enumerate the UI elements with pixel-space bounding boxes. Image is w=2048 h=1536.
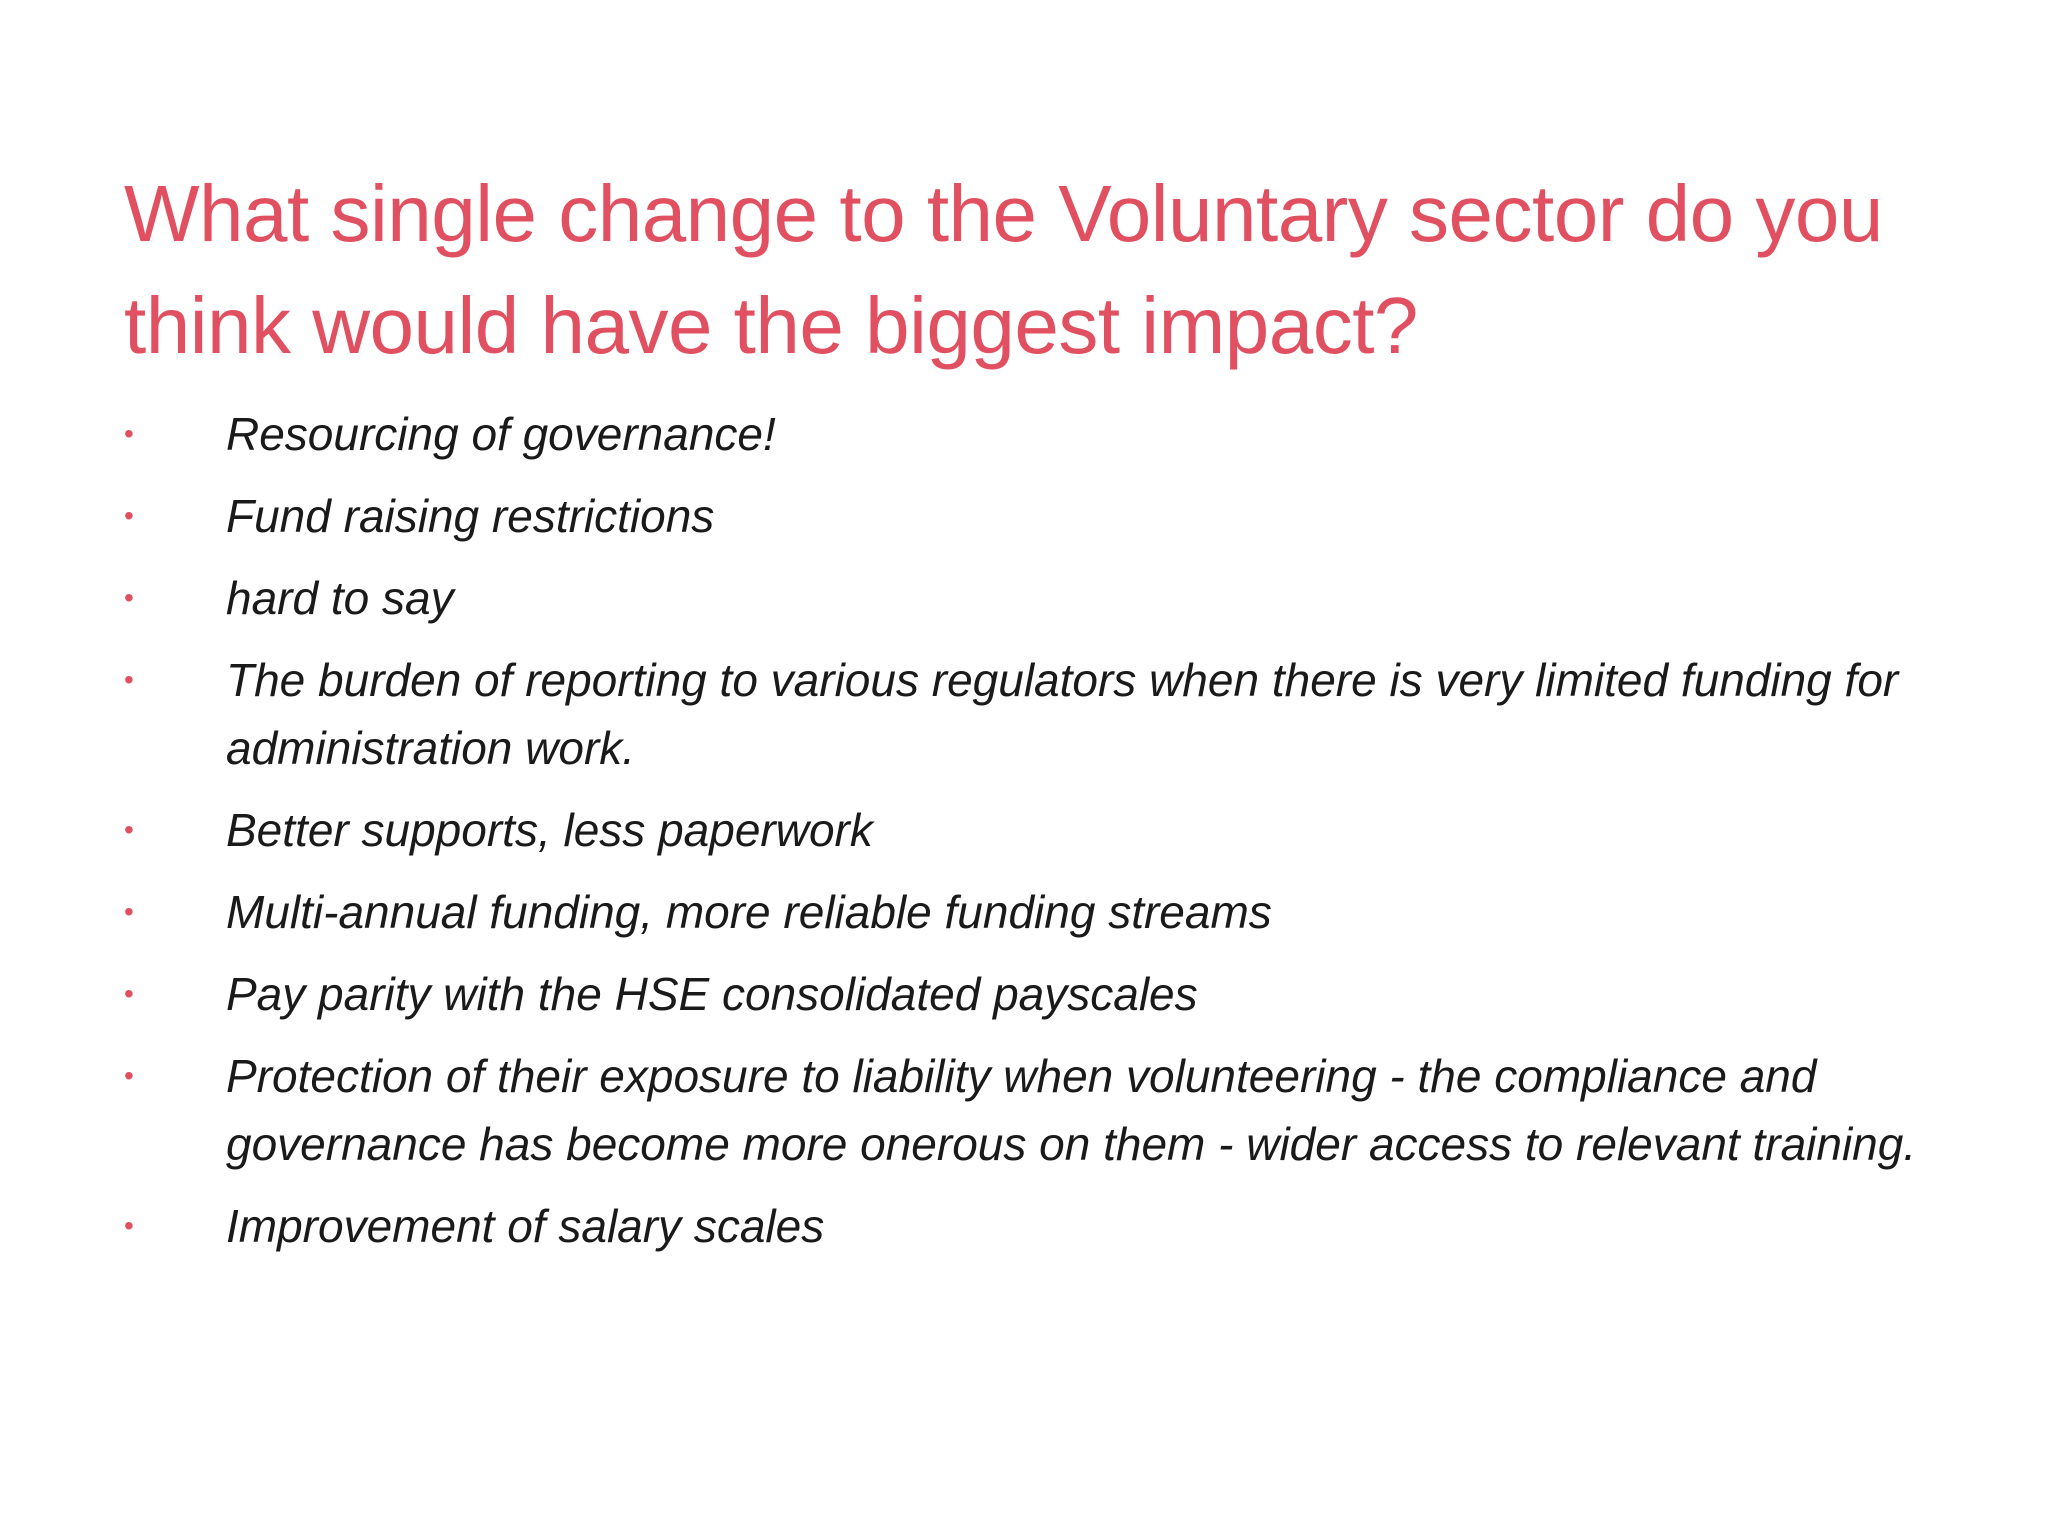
bullet-text: Better supports, less paperwork [226,804,873,856]
bullet-marker: • [124,664,134,695]
list-item: • Better supports, less paperwork [124,796,1984,864]
slide-title: What single change to the Voluntary sect… [124,169,1883,370]
list-item: • Resourcing of governance! [124,400,1984,468]
bullet-text: Fund raising restrictions [226,490,715,542]
bullet-text: Multi-annual funding, more reliable fund… [226,886,1272,938]
list-item: • Pay parity with the HSE consolidated p… [124,960,1984,1028]
bullet-text: Pay parity with the HSE consolidated pay… [226,968,1198,1020]
bullet-text: Improvement of salary scales [226,1200,825,1252]
bullet-list: • Resourcing of governance! • Fund raisi… [124,400,1984,1274]
bullet-marker: • [124,1210,134,1241]
bullet-marker: • [124,978,134,1009]
list-item: • Improvement of salary scales [124,1192,1984,1260]
list-item: • The burden of reporting to various reg… [124,646,1984,782]
bullet-marker: • [124,814,134,845]
list-item: • Multi-annual funding, more reliable fu… [124,878,1984,946]
bullet-text: Resourcing of governance! [226,408,776,460]
list-item: • hard to say [124,564,1984,632]
bullet-marker: • [124,500,134,531]
bullet-text: hard to say [226,572,454,624]
bullet-text: The burden of reporting to various regul… [226,654,1899,774]
bullet-marker: • [124,418,134,449]
list-item: • Fund raising restrictions [124,482,1984,550]
bullet-marker: • [124,896,134,927]
list-item: • Protection of their exposure to liabil… [124,1042,1984,1178]
bullet-marker: • [124,582,134,613]
bullet-text: Protection of their exposure to liabilit… [226,1050,1917,1170]
bullet-marker: • [124,1060,134,1091]
